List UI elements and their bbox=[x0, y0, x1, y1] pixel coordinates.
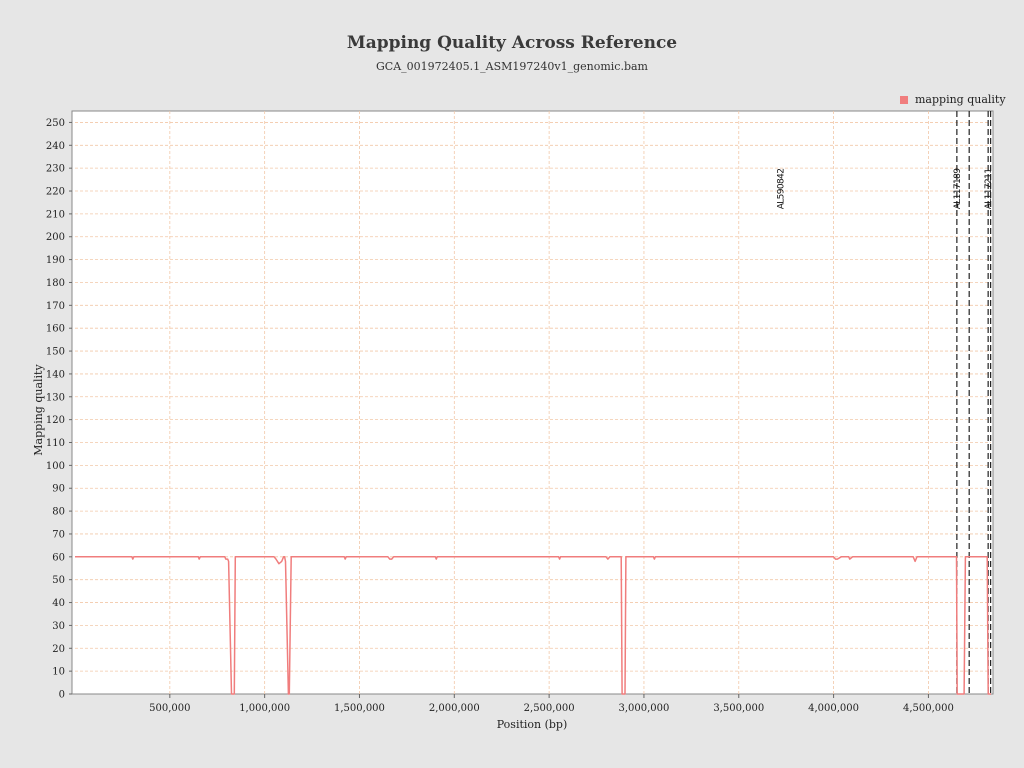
y-tick-label: 130 bbox=[46, 392, 65, 403]
y-tick-label: 120 bbox=[46, 415, 65, 426]
y-tick-label: 60 bbox=[52, 552, 65, 563]
contig-label: AL590842 bbox=[776, 169, 786, 210]
y-tick-label: 190 bbox=[46, 255, 65, 266]
y-tick-label: 40 bbox=[52, 598, 65, 609]
y-tick-label: 30 bbox=[52, 621, 65, 632]
y-tick-label: 70 bbox=[52, 529, 65, 540]
y-tick-label: 140 bbox=[46, 369, 65, 380]
y-tick-label: 210 bbox=[46, 209, 65, 220]
x-tick-label: 500,000 bbox=[149, 703, 190, 714]
y-axis-label: Mapping quality bbox=[32, 364, 45, 456]
x-tick-label: 1,500,000 bbox=[334, 703, 385, 714]
y-tick-label: 200 bbox=[46, 232, 65, 243]
x-tick-label: 3,500,000 bbox=[713, 703, 764, 714]
contig-markers: AL590842 AL117189 AL117211 bbox=[776, 111, 994, 694]
y-tick-label: 150 bbox=[46, 347, 65, 358]
legend-swatch bbox=[900, 96, 908, 104]
y-tick-label: 0 bbox=[59, 690, 65, 701]
y-tick-label: 100 bbox=[46, 461, 65, 472]
y-tick-label: 230 bbox=[46, 164, 65, 175]
y-tick-label: 10 bbox=[52, 667, 65, 678]
chart-subtitle: GCA_001972405.1_ASM197240v1_genomic.bam bbox=[376, 60, 649, 73]
x-tick-label: 2,000,000 bbox=[429, 703, 480, 714]
y-tick-label: 180 bbox=[46, 278, 65, 289]
contig-label: AL117189 bbox=[953, 168, 963, 210]
x-tick-label: 1,000,000 bbox=[239, 703, 290, 714]
x-tick-label: 2,500,000 bbox=[524, 703, 575, 714]
y-tick-label: 90 bbox=[52, 484, 65, 495]
x-axis-ticks: 500,000 1,000,000 1,500,000 2,000,000 2,500,… bbox=[149, 694, 954, 714]
grid-lines bbox=[75, 111, 991, 694]
y-axis-ticks: 0 10 20 30 40 50 60 70 80 90 100 110 120 130 140 150 160… bbox=[46, 118, 72, 701]
series-line-mapping-quality bbox=[75, 556, 991, 695]
x-tick-label: 3,000,000 bbox=[618, 703, 669, 714]
y-tick-label: 240 bbox=[46, 141, 65, 152]
legend: mapping quality bbox=[900, 93, 1006, 106]
y-tick-label: 220 bbox=[46, 187, 65, 198]
plot-area bbox=[71, 110, 994, 695]
legend-label: mapping quality bbox=[915, 93, 1006, 106]
x-tick-label: 4,000,000 bbox=[808, 703, 859, 714]
series-layer bbox=[75, 556, 991, 695]
y-tick-label: 110 bbox=[46, 438, 65, 449]
chart-title: Mapping Quality Across Reference bbox=[347, 33, 677, 53]
y-tick-label: 250 bbox=[46, 118, 65, 129]
x-axis-label: Position (bp) bbox=[497, 718, 568, 731]
y-tick-label: 20 bbox=[52, 644, 65, 655]
contig-label: AL117211 bbox=[984, 169, 994, 210]
x-tick-label: 4,500,000 bbox=[903, 703, 954, 714]
y-tick-label: 160 bbox=[46, 324, 65, 335]
y-tick-label: 50 bbox=[52, 575, 65, 586]
y-tick-label: 170 bbox=[46, 301, 65, 312]
y-tick-label: 80 bbox=[52, 507, 65, 518]
